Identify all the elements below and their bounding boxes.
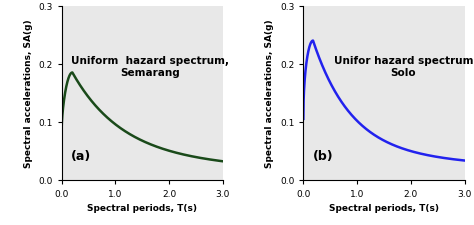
X-axis label: Spectral periods, T(s): Spectral periods, T(s) [87, 203, 197, 212]
Text: Uniform  hazard spectrum,
Semarang: Uniform hazard spectrum, Semarang [71, 55, 229, 78]
X-axis label: Spectral periods, T(s): Spectral periods, T(s) [329, 203, 439, 212]
Y-axis label: Spectral accelerations, SA(g): Spectral accelerations, SA(g) [265, 19, 274, 167]
Y-axis label: Spectral accelerations, SA(g): Spectral accelerations, SA(g) [24, 19, 33, 167]
Text: (b): (b) [313, 149, 334, 162]
Text: Unifor hazard spectrum
Solo: Unifor hazard spectrum Solo [334, 55, 473, 78]
Text: (a): (a) [71, 149, 91, 162]
